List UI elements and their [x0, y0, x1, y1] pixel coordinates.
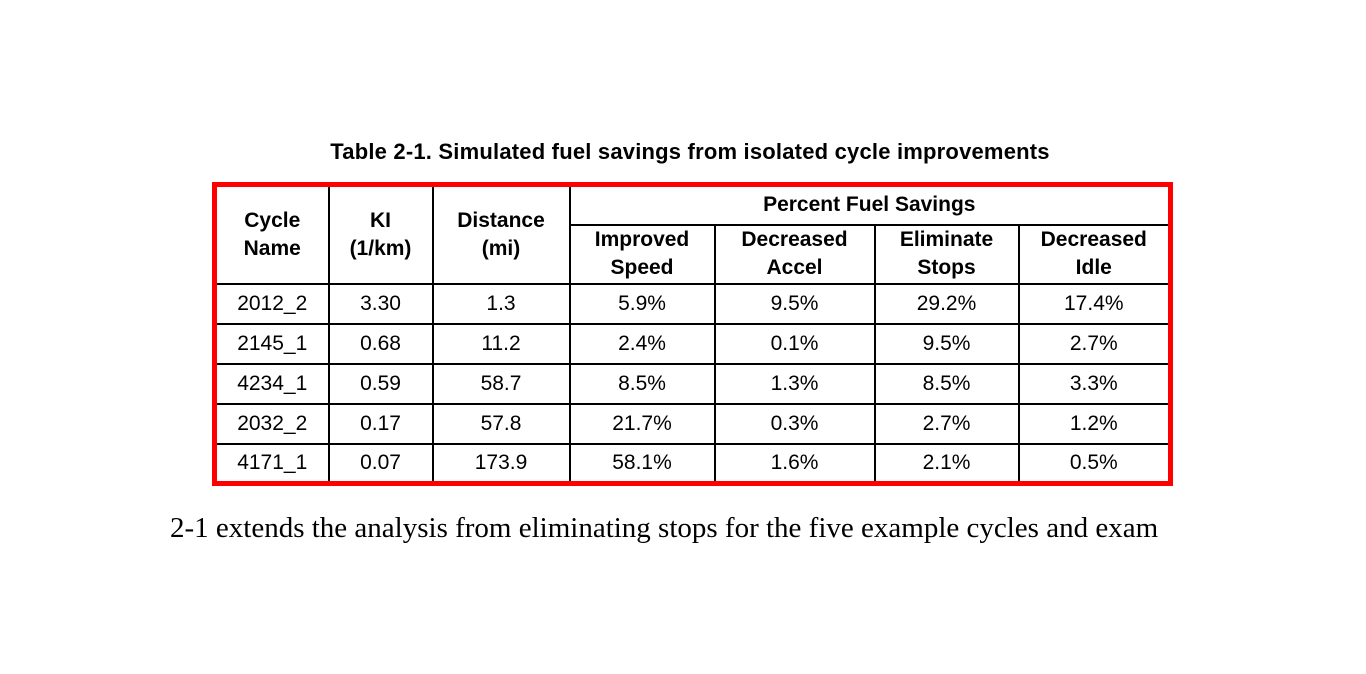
table-row: 4171_1 0.07 173.9 58.1% 1.6% 2.1% 0.5%	[213, 442, 1172, 485]
col-header-ki: KI (1/km)	[327, 183, 434, 285]
col-header-eliminate-stops: Eliminate Stops	[873, 223, 1020, 285]
cell-decreased-accel: 9.5%	[713, 282, 876, 325]
col-header-decreased-idle: Decreased Idle	[1017, 223, 1172, 285]
cell-improved-speed: 8.5%	[568, 362, 716, 405]
cell-cycle-name: 2145_1	[213, 322, 330, 365]
cell-eliminate-stops: 9.5%	[873, 322, 1020, 365]
cell-decreased-accel: 0.1%	[713, 322, 876, 365]
cell-cycle-name: 2012_2	[213, 282, 330, 325]
cell-ki: 3.30	[327, 282, 434, 325]
cell-ki: 0.68	[327, 322, 434, 365]
cell-decreased-accel: 0.3%	[713, 402, 876, 445]
cell-improved-speed: 58.1%	[568, 442, 716, 485]
table-row: 2032_2 0.17 57.8 21.7% 0.3% 2.7% 1.2%	[213, 402, 1172, 445]
cell-decreased-accel: 1.3%	[713, 362, 876, 405]
cell-ki: 0.07	[327, 442, 434, 485]
fuel-savings-table: Cycle Name KI (1/km) Distance (mi) Perce…	[212, 182, 1174, 486]
cell-improved-speed: 5.9%	[568, 282, 716, 325]
table-row: 2145_1 0.68 11.2 2.4% 0.1% 9.5% 2.7%	[213, 322, 1172, 365]
cell-eliminate-stops: 2.7%	[873, 402, 1020, 445]
group-header-percent-fuel-savings: Percent Fuel Savings	[568, 183, 1172, 226]
header-row-top: Cycle Name KI (1/km) Distance (mi) Perce…	[213, 183, 1172, 285]
cell-cycle-name: 4234_1	[213, 362, 330, 405]
table-row: 4234_1 0.59 58.7 8.5% 1.3% 8.5% 3.3%	[213, 362, 1172, 405]
cell-decreased-idle: 0.5%	[1017, 442, 1172, 485]
col-header-cycle-name: Cycle Name	[213, 183, 330, 285]
cell-distance: 57.8	[431, 402, 571, 445]
table-row: 2012_2 3.30 1.3 5.9% 9.5% 29.2% 17.4%	[213, 282, 1172, 325]
cell-improved-speed: 21.7%	[568, 402, 716, 445]
cell-eliminate-stops: 8.5%	[873, 362, 1020, 405]
header-row-sub: Improved Speed Decreased Accel Eliminate…	[215, 223, 1172, 285]
cell-eliminate-stops: 29.2%	[873, 282, 1020, 325]
cell-cycle-name: 2032_2	[213, 402, 330, 445]
cell-cycle-name: 4171_1	[213, 442, 330, 485]
cell-decreased-accel: 1.6%	[713, 442, 876, 485]
cell-decreased-idle: 2.7%	[1017, 322, 1172, 365]
cell-distance: 1.3	[431, 282, 571, 325]
cell-improved-speed: 2.4%	[568, 322, 716, 365]
cell-eliminate-stops: 2.1%	[873, 442, 1020, 485]
col-header-distance: Distance (mi)	[431, 183, 571, 285]
body-paragraph: 2-1 extends the analysis from eliminatin…	[170, 512, 1159, 544]
cell-distance: 11.2	[431, 322, 571, 365]
cell-decreased-idle: 17.4%	[1017, 282, 1172, 325]
cell-decreased-idle: 3.3%	[1017, 362, 1172, 405]
cell-distance: 173.9	[431, 442, 571, 485]
cell-ki: 0.59	[327, 362, 434, 405]
table-caption: Table 2-1. Simulated fuel savings from i…	[330, 139, 1050, 164]
cell-ki: 0.17	[327, 402, 434, 445]
cell-distance: 58.7	[431, 362, 571, 405]
col-header-decreased-accel: Decreased Accel	[713, 223, 876, 285]
cell-decreased-idle: 1.2%	[1017, 402, 1172, 445]
col-header-improved-speed: Improved Speed	[568, 223, 716, 285]
